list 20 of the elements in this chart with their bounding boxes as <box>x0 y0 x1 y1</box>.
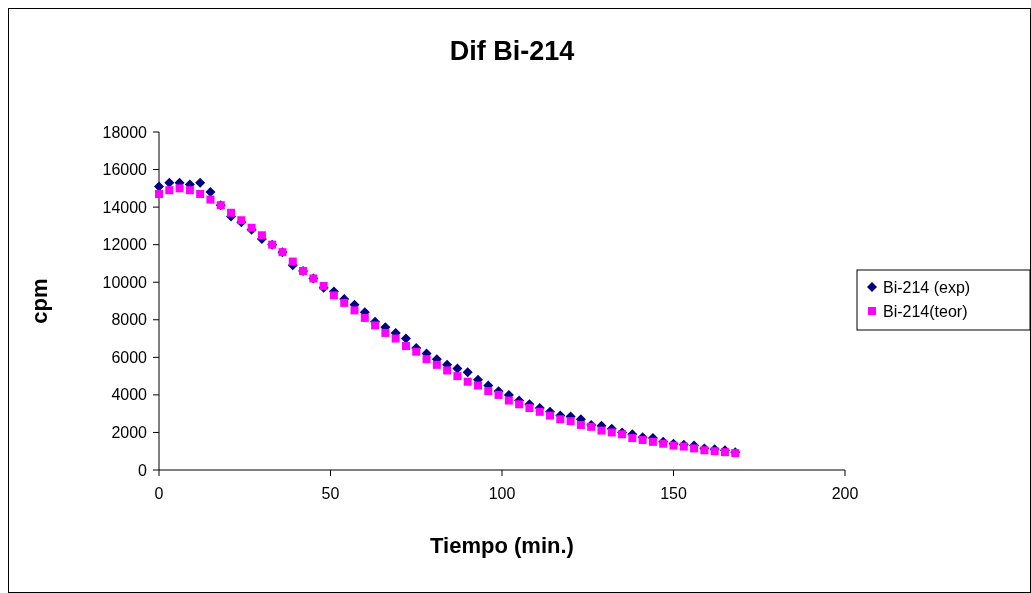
legend-label: Bi-214 (exp) <box>883 278 971 296</box>
x-tick-label: 150 <box>660 485 687 502</box>
x-tick-label: 200 <box>831 485 859 502</box>
y-axis-title: cpm <box>27 278 52 324</box>
x-axis-title: Tiempo (min.) <box>430 533 574 558</box>
legend-label: Bi-214(teor) <box>883 302 968 320</box>
x-tick-label: 50 <box>321 485 340 502</box>
chart-title: Dif Bi-214 <box>449 36 575 66</box>
y-tick-label: 14000 <box>102 198 148 216</box>
y-tick-label: 16000 <box>102 161 148 179</box>
y-tick-label: 18000 <box>102 123 148 141</box>
y-tick-label: 2000 <box>111 424 148 442</box>
y-tick-label: 10000 <box>102 273 148 291</box>
y-tick-label: 0 <box>138 461 148 479</box>
y-tick-label: 12000 <box>102 236 148 254</box>
y-tick-label: 6000 <box>111 348 148 366</box>
y-tick-label: 4000 <box>111 386 148 404</box>
x-tick-label: 100 <box>488 485 516 502</box>
x-tick-label: 0 <box>154 485 164 502</box>
y-tick-label: 8000 <box>111 311 148 329</box>
